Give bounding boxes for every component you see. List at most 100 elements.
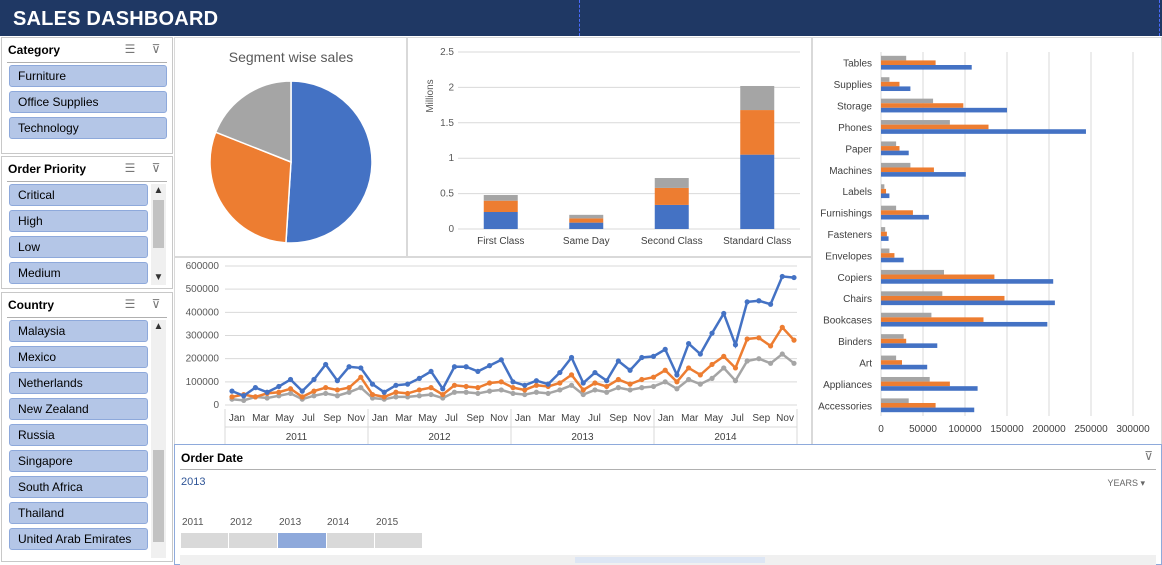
line-point [416, 393, 422, 399]
slicer-item-office-supplies[interactable]: Office Supplies [9, 91, 167, 113]
column-bar-segment [483, 212, 518, 229]
multi-select-icon[interactable]: ☰ [124, 42, 136, 56]
scrollbar-thumb[interactable] [575, 557, 765, 563]
line-month-label: Mar [395, 413, 413, 424]
line-point [732, 378, 739, 384]
hbar-bar [881, 334, 904, 339]
hbar-bar [881, 274, 995, 280]
slicer-item-low[interactable]: Low [9, 236, 148, 258]
line-point [498, 379, 504, 385]
slicer-item-united-arab-emirates[interactable]: United Arab Emirates [9, 528, 148, 550]
timeline-cell-2014[interactable] [327, 533, 375, 548]
slicer-item-critical[interactable]: Critical [9, 184, 148, 206]
timeline-cell-2015[interactable] [375, 533, 423, 548]
line-point [428, 391, 434, 398]
chevron-down-icon: ▾ [1140, 478, 1145, 488]
line-point [592, 387, 598, 393]
clear-filter-icon[interactable]: ⊽ [1144, 449, 1153, 463]
line-point [686, 365, 692, 371]
line-point [323, 385, 329, 391]
hbar-category-label: Copiers [838, 273, 872, 284]
line-point [287, 390, 294, 397]
column-bar-segment [483, 200, 518, 213]
hbar-xtick-label: 50000 [909, 424, 937, 435]
line-point [779, 273, 785, 280]
hbar-bar [881, 162, 911, 168]
monthly-sales-line-chart: 0 100000 200000 300000 400000 500000 600000 Jan… [174, 257, 812, 445]
line-point [287, 376, 294, 383]
line-point [756, 298, 762, 304]
line-point [451, 389, 458, 395]
line-year-label: 2013 [571, 432, 594, 443]
line-month-label: Jul [302, 413, 315, 424]
line-month-label: Jul [445, 413, 458, 424]
slicer-scrollbar[interactable]: ▲ ▼ [151, 184, 166, 285]
hbar-bar [881, 338, 907, 344]
slicer-item-new-zealand[interactable]: New Zealand [9, 398, 148, 420]
line-point [510, 385, 516, 391]
timeline-cell-2013[interactable] [278, 533, 327, 548]
line-point [721, 365, 727, 371]
scroll-up-arrow-icon[interactable]: ▲ [151, 184, 166, 198]
line-point [346, 385, 352, 391]
clear-filter-icon[interactable]: ⊽ [151, 42, 161, 56]
timeline-cell-2012[interactable] [229, 533, 278, 548]
scroll-down-arrow-icon[interactable]: ▼ [151, 271, 166, 285]
line-point [744, 358, 750, 364]
line-point [557, 380, 563, 386]
hbar-bar [881, 295, 1005, 301]
slicer-scrollbar[interactable]: ▲ [151, 320, 166, 558]
slicer-item-malaysia[interactable]: Malaysia [9, 320, 148, 342]
line-point [627, 367, 633, 373]
slicer-item-furniture[interactable]: Furniture [9, 65, 167, 87]
slicer-header-divider [7, 62, 167, 63]
slicer-item-singapore[interactable]: Singapore [9, 450, 148, 472]
column-ytick-label: 0.5 [440, 189, 454, 200]
ship-mode-column-chart: Millions 0 0.5 1 1.5 2 2.5 First Class Same Day… [407, 37, 812, 257]
timeline-scrollbar[interactable] [180, 555, 1156, 565]
timeline-level-dropdown[interactable]: YEARS ▾ [1107, 478, 1145, 489]
line-point [674, 379, 680, 385]
scroll-up-arrow-icon[interactable]: ▲ [151, 320, 166, 334]
line-point [791, 337, 797, 343]
pie-slice-0 [285, 80, 373, 244]
hbar-category-label: Art [859, 358, 872, 369]
line-point [533, 382, 540, 388]
slicer-item-south-africa[interactable]: South Africa [9, 476, 148, 498]
line-point [756, 356, 762, 362]
line-point [650, 353, 657, 359]
line-point [604, 378, 610, 384]
line-point [756, 335, 762, 341]
slicer-item-technology[interactable]: Technology [9, 117, 167, 139]
slicer-item-thailand[interactable]: Thailand [9, 502, 148, 524]
hbar-category-label: Furnishings [820, 209, 872, 220]
line-year-label: 2011 [286, 432, 308, 443]
pie-slice-2 [214, 80, 292, 164]
hbar-bar [881, 312, 932, 318]
slicer-item-mexico[interactable]: Mexico [9, 346, 148, 368]
slicer-item-high[interactable]: High [9, 210, 148, 232]
multi-select-icon[interactable]: ☰ [124, 297, 136, 311]
line-point [662, 346, 668, 352]
line-point [697, 372, 703, 378]
hbar-bar [881, 317, 984, 322]
line-month-label: Jan [372, 413, 388, 424]
scrollbar-thumb[interactable] [153, 200, 164, 248]
clear-filter-icon[interactable]: ⊽ [151, 297, 161, 311]
line-point [686, 341, 692, 347]
clear-filter-icon[interactable]: ⊽ [151, 161, 161, 175]
scrollbar-thumb[interactable] [153, 450, 164, 542]
line-point [697, 351, 703, 357]
column-ytick-label: 1.5 [440, 118, 454, 129]
line-point [369, 381, 376, 387]
multi-select-icon[interactable]: ☰ [124, 161, 136, 175]
line-point [533, 389, 540, 395]
slicer-item-netherlands[interactable]: Netherlands [9, 372, 148, 394]
line-ytick-label: 400000 [186, 307, 220, 318]
timeline-cell-2011[interactable] [181, 533, 229, 548]
hbar-bar [881, 269, 944, 275]
slicer-item-medium[interactable]: Medium [9, 262, 148, 284]
line-series [229, 273, 797, 403]
slicer-item-russia[interactable]: Russia [9, 424, 148, 446]
line-point [779, 324, 785, 330]
